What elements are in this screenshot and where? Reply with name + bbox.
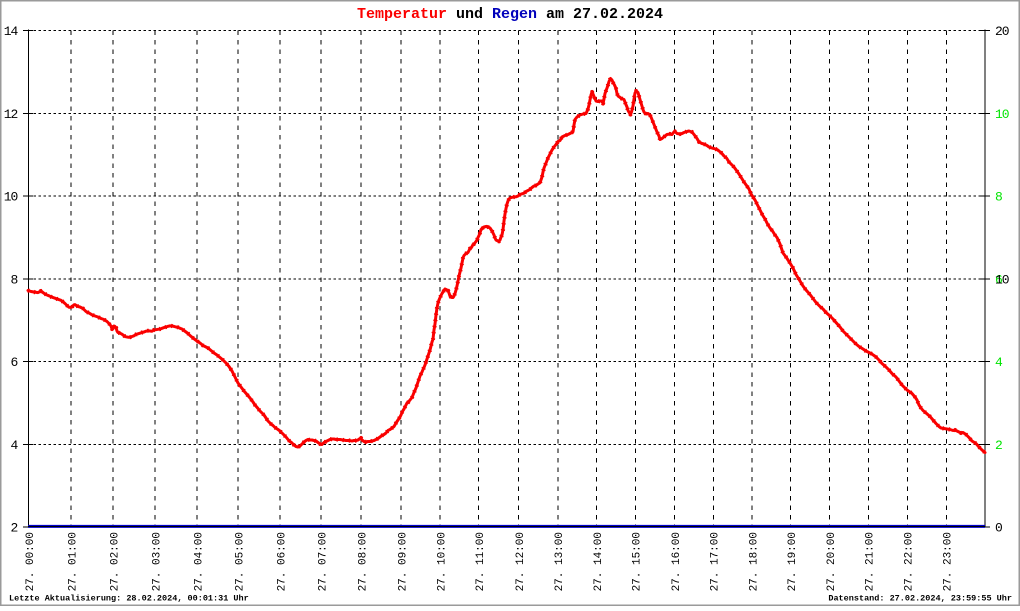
svg-text:2: 2: [10, 521, 17, 536]
svg-text:Temperatur und Regen am 27.02.: Temperatur und Regen am 27.02.2024: [357, 6, 663, 23]
svg-text:27. 12:00: 27. 12:00: [515, 532, 527, 591]
svg-text:27. 13:00: 27. 13:00: [554, 532, 566, 591]
svg-text:0: 0: [995, 521, 1002, 536]
svg-text:Datenstand: 27.02.2024, 23:59:: Datenstand: 27.02.2024, 23:59:55 Uhr: [828, 594, 1012, 604]
svg-text:27. 11:00: 27. 11:00: [475, 532, 487, 591]
svg-text:6: 6: [10, 355, 17, 370]
svg-text:27. 19:00: 27. 19:00: [787, 532, 799, 591]
svg-text:Letzte Aktualisierung: 28.02.2: Letzte Aktualisierung: 28.02.2024, 00:01…: [9, 594, 249, 604]
svg-text:10: 10: [4, 190, 18, 205]
svg-text:27. 09:00: 27. 09:00: [397, 532, 409, 591]
svg-text:27. 22:00: 27. 22:00: [904, 532, 916, 591]
svg-text:10: 10: [995, 107, 1009, 122]
svg-text:27. 00:00: 27. 00:00: [25, 532, 37, 591]
svg-text:27. 08:00: 27. 08:00: [357, 532, 369, 591]
svg-text:4: 4: [10, 438, 18, 453]
svg-text:27. 14:00: 27. 14:00: [593, 532, 605, 591]
svg-text:27. 18:00: 27. 18:00: [749, 532, 761, 591]
svg-text:27. 10:00: 27. 10:00: [436, 532, 448, 591]
svg-text:6: 6: [995, 272, 1002, 287]
svg-text:4: 4: [995, 355, 1003, 370]
svg-text:12: 12: [4, 107, 18, 122]
svg-text:14: 14: [4, 24, 19, 39]
svg-text:27. 04:00: 27. 04:00: [193, 532, 205, 591]
svg-text:27. 15:00: 27. 15:00: [632, 532, 644, 591]
svg-text:10: 10: [995, 272, 1009, 287]
svg-text:27. 05:00: 27. 05:00: [234, 532, 246, 591]
svg-text:8: 8: [10, 272, 17, 287]
svg-text:27. 02:00: 27. 02:00: [109, 532, 121, 591]
svg-text:27. 03:00: 27. 03:00: [151, 532, 163, 591]
svg-text:27. 20:00: 27. 20:00: [826, 532, 838, 591]
svg-text:27. 01:00: 27. 01:00: [67, 532, 79, 591]
svg-text:8: 8: [995, 190, 1002, 205]
svg-text:20: 20: [995, 24, 1009, 39]
svg-text:27. 07:00: 27. 07:00: [317, 532, 329, 591]
svg-text:27. 17:00: 27. 17:00: [710, 532, 722, 591]
svg-text:27. 06:00: 27. 06:00: [276, 532, 288, 591]
svg-text:27. 16:00: 27. 16:00: [671, 532, 683, 591]
svg-text:2: 2: [995, 438, 1002, 453]
svg-text:27. 21:00: 27. 21:00: [865, 532, 877, 591]
svg-text:27. 23:00: 27. 23:00: [943, 532, 955, 591]
